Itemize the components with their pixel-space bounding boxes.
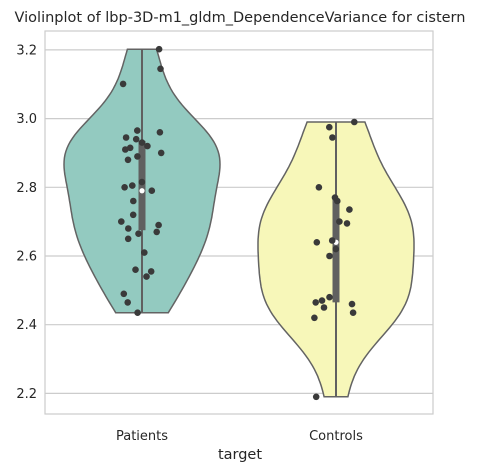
data-point bbox=[318, 297, 326, 304]
data-point bbox=[153, 228, 160, 236]
data-point bbox=[138, 178, 146, 186]
data-point bbox=[144, 142, 151, 150]
data-point bbox=[328, 237, 336, 244]
plot-area bbox=[44, 30, 434, 415]
data-point bbox=[124, 299, 131, 306]
chart-title: Violinplot of lbp-3D-m1_gldm_DependenceV… bbox=[15, 10, 466, 26]
y-tick-label: 2.6 bbox=[16, 249, 37, 264]
data-point bbox=[336, 218, 343, 225]
y-tick-label: 2.2 bbox=[16, 387, 37, 402]
data-point bbox=[343, 220, 351, 227]
data-point bbox=[118, 218, 125, 225]
y-tick-label: 2.8 bbox=[16, 181, 37, 196]
data-point bbox=[349, 309, 357, 317]
data-point bbox=[312, 393, 320, 401]
data-point bbox=[121, 184, 128, 191]
data-point bbox=[143, 273, 150, 280]
x-tick-label: Controls bbox=[309, 429, 363, 444]
data-point bbox=[138, 139, 146, 146]
median-marker-patients bbox=[139, 188, 145, 194]
data-point bbox=[148, 187, 156, 194]
data-point bbox=[130, 197, 137, 205]
data-point bbox=[129, 182, 136, 189]
data-point bbox=[132, 135, 140, 143]
data-point bbox=[326, 252, 333, 260]
data-point bbox=[122, 146, 129, 153]
data-point bbox=[157, 149, 165, 157]
data-point bbox=[156, 129, 164, 136]
data-point bbox=[119, 80, 127, 88]
data-point bbox=[334, 197, 341, 205]
y-tick-label: 2.4 bbox=[16, 318, 37, 333]
iqr-box-patients bbox=[138, 140, 146, 231]
data-point bbox=[134, 153, 141, 160]
data-point bbox=[329, 134, 336, 141]
data-point bbox=[312, 299, 320, 306]
data-point bbox=[134, 309, 141, 317]
y-tick-labels: 2.2 2.4 2.6 2.8 3.0 3.2 bbox=[16, 43, 37, 401]
data-point bbox=[155, 45, 163, 53]
x-tick-labels: Patients Controls bbox=[116, 429, 363, 444]
data-point bbox=[147, 268, 155, 275]
data-point bbox=[157, 65, 164, 73]
y-tick-label: 3.2 bbox=[16, 43, 37, 58]
strip-points bbox=[118, 45, 358, 401]
data-point bbox=[155, 221, 162, 229]
data-point bbox=[122, 134, 130, 141]
data-point bbox=[351, 118, 358, 126]
data-point bbox=[120, 290, 128, 298]
data-point bbox=[135, 230, 142, 237]
data-point bbox=[124, 235, 132, 243]
data-point bbox=[311, 314, 318, 322]
data-point bbox=[313, 239, 321, 246]
data-point bbox=[320, 304, 328, 311]
data-point bbox=[124, 156, 132, 164]
violin-bodies bbox=[63, 48, 415, 398]
data-point bbox=[332, 245, 340, 253]
x-tick-label: Patients bbox=[116, 429, 168, 444]
data-point bbox=[348, 300, 356, 308]
data-point bbox=[326, 293, 333, 301]
data-point bbox=[326, 123, 333, 131]
data-point bbox=[315, 184, 323, 191]
x-axis-label: target bbox=[218, 447, 262, 463]
data-point bbox=[141, 249, 148, 256]
y-tick-label: 3.0 bbox=[16, 112, 37, 127]
data-point bbox=[134, 127, 141, 134]
data-point bbox=[346, 206, 353, 213]
data-point bbox=[129, 211, 137, 219]
data-point bbox=[125, 225, 132, 232]
data-point bbox=[132, 266, 139, 274]
